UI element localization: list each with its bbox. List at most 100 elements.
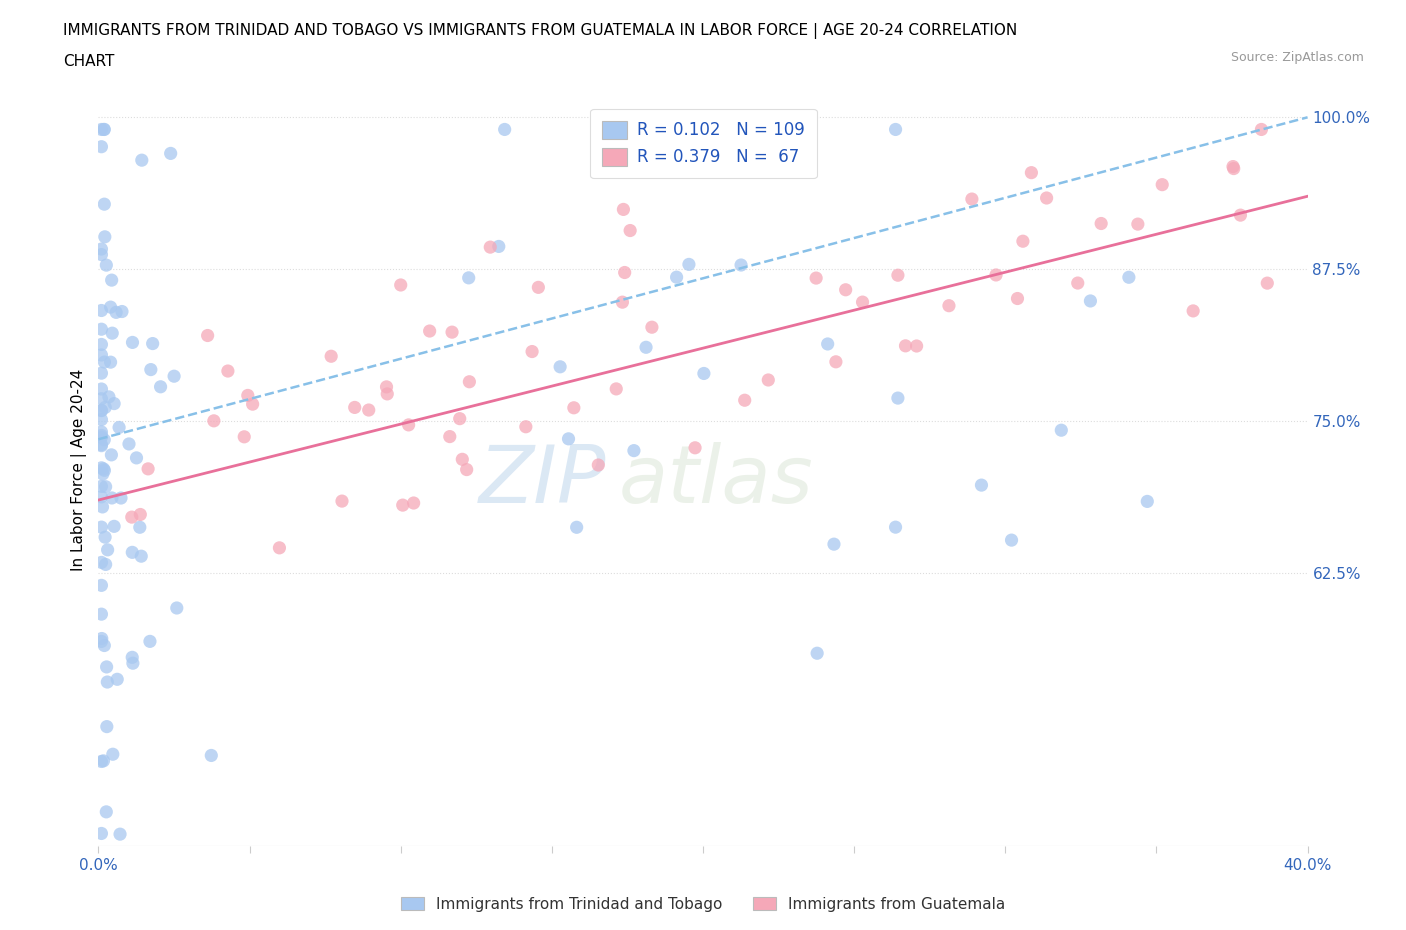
Point [375,387,398,402]
Point [804,271,827,286]
Point [242,397,264,412]
Point [90,555,112,570]
Point [402,496,425,511]
Point [96,674,118,689]
Point [90,428,112,443]
Point [825,354,848,369]
Point [90,392,112,406]
Point [90,634,112,649]
Point [851,295,873,310]
Point [90,430,112,445]
Point [90,606,112,621]
Point [101,326,124,340]
Point [121,545,143,560]
Point [1250,122,1272,137]
Point [494,122,516,137]
Point [90,754,112,769]
Point [588,458,610,472]
Point [91,467,114,482]
Point [100,354,122,369]
Point [613,265,636,280]
Point [118,436,141,451]
Point [1007,291,1029,306]
Point [90,303,112,318]
Point [94,557,117,572]
Point [389,277,412,292]
Point [236,388,259,403]
Legend: R = 0.102   N = 109, R = 0.379   N =  67: R = 0.102 N = 109, R = 0.379 N = 67 [591,109,817,178]
Point [90,424,112,439]
Point [730,258,752,272]
Point [960,192,983,206]
Point [1222,159,1244,174]
Point [887,391,910,405]
Point [451,452,474,467]
Point [634,339,657,354]
Point [93,122,115,137]
Point [93,638,115,653]
Point [125,450,148,465]
Point [548,359,571,374]
Point [93,197,115,212]
Point [1000,533,1022,548]
Point [894,339,917,353]
Point [458,374,481,389]
Point [391,498,413,512]
Point [756,373,779,388]
Point [269,540,291,555]
Point [108,420,131,435]
Point [683,441,706,456]
Point [343,400,366,415]
Point [90,122,112,137]
Point [93,463,115,478]
Point [103,396,125,411]
Point [100,299,122,314]
Point [479,240,502,255]
Point [1182,303,1205,318]
Point [1035,191,1057,206]
Point [679,151,702,166]
Point [101,747,124,762]
Point [398,418,420,432]
Point [357,403,380,418]
Point [90,247,112,262]
Point [488,239,510,254]
Point [94,400,117,415]
Point [970,478,993,493]
Point [884,122,907,137]
Point [441,325,464,339]
Point [90,381,112,396]
Point [1229,207,1251,222]
Point [887,268,910,283]
Point [90,631,112,646]
Point [527,280,550,295]
Point [90,365,112,380]
Point [100,272,122,287]
Point [90,578,112,592]
Point [122,656,145,671]
Text: IMMIGRANTS FROM TRINIDAD AND TOBAGO VS IMMIGRANTS FROM GUATEMALA IN LABOR FORCE : IMMIGRANTS FROM TRINIDAD AND TOBAGO VS I… [63,23,1018,39]
Point [136,461,159,476]
Point [1256,275,1278,290]
Point [90,322,112,337]
Point [129,507,152,522]
Point [90,460,112,475]
Point [121,510,143,525]
Text: Source: ZipAtlas.com: Source: ZipAtlas.com [1230,51,1364,64]
Point [94,230,117,245]
Point [90,242,112,257]
Point [1126,217,1149,232]
Point [96,659,118,674]
Point [456,462,478,477]
Point [1152,178,1174,193]
Point [1118,270,1140,285]
Point [90,479,112,494]
Point [110,491,132,506]
Point [90,437,112,452]
Point [233,430,256,445]
Point [97,542,120,557]
Point [90,438,112,453]
Point [103,519,125,534]
Point [1136,494,1159,509]
Point [139,634,162,649]
